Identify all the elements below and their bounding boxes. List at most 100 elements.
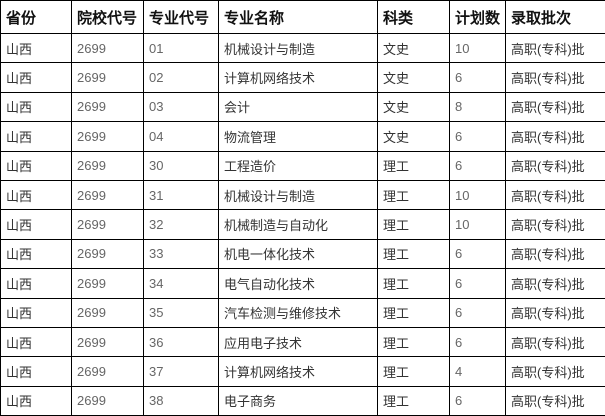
cell-plan-count: 8 [449, 91, 506, 123]
cell-major-code: 03 [143, 91, 219, 123]
cell-plan-count: 6 [449, 326, 506, 358]
cell-major-name: 机械制造与自动化 [218, 209, 378, 240]
cell-major-code: 01 [143, 32, 219, 64]
cell-major-code: 02 [143, 62, 219, 93]
cell-plan-count: 6 [449, 268, 506, 299]
cell-school-code: 2699 [71, 385, 144, 416]
cell-subject-category: 理工 [377, 179, 450, 211]
cell-subject-category: 理工 [377, 150, 450, 181]
cell-major-code: 38 [143, 385, 219, 416]
cell-subject-category: 文史 [377, 91, 450, 123]
cell-subject-category: 理工 [377, 209, 450, 240]
cell-admission-batch: 高职(专科)批 [505, 238, 605, 270]
cell-admission-batch: 高职(专科)批 [505, 209, 605, 240]
column-header-plan-count: 计划数 [449, 0, 506, 34]
cell-plan-count: 6 [449, 121, 506, 152]
cell-province: 山西 [0, 268, 72, 299]
cell-major-name: 机械设计与制造 [218, 32, 378, 64]
cell-major-code: 31 [143, 179, 219, 211]
cell-major-code: 30 [143, 150, 219, 181]
cell-school-code: 2699 [71, 32, 144, 64]
column-header-school-code: 院校代号 [71, 0, 144, 34]
cell-major-name: 电气自动化技术 [218, 268, 378, 299]
cell-province: 山西 [0, 32, 72, 64]
table-row: 山西 2699 31 机械设计与制造 理工 10 高职(专科)批 [0, 179, 605, 211]
cell-province: 山西 [0, 121, 72, 152]
cell-major-name: 汽车检测与维修技术 [218, 297, 378, 328]
cell-major-name: 会计 [218, 91, 378, 123]
cell-major-name: 计算机网络技术 [218, 356, 378, 387]
cell-province: 山西 [0, 385, 72, 416]
table-row: 山西 2699 37 计算机网络技术 理工 4 高职(专科)批 [0, 356, 605, 387]
cell-plan-count: 6 [449, 62, 506, 93]
cell-admission-batch: 高职(专科)批 [505, 356, 605, 387]
cell-major-name: 机械设计与制造 [218, 179, 378, 211]
cell-subject-category: 理工 [377, 385, 450, 416]
column-header-major-code: 专业代号 [143, 0, 219, 34]
cell-major-name: 机电一体化技术 [218, 238, 378, 270]
header-row: 省份 院校代号 专业代号 专业名称 科类 计划数 录取批次 [0, 0, 605, 34]
cell-major-name: 计算机网络技术 [218, 62, 378, 93]
table-row: 山西 2699 32 机械制造与自动化 理工 10 高职(专科)批 [0, 209, 605, 240]
table-row: 山西 2699 03 会计 文史 8 高职(专科)批 [0, 91, 605, 123]
column-header-admission-batch: 录取批次 [505, 0, 605, 34]
cell-plan-count: 10 [449, 209, 506, 240]
cell-school-code: 2699 [71, 150, 144, 181]
table-row: 山西 2699 33 机电一体化技术 理工 6 高职(专科)批 [0, 238, 605, 270]
cell-subject-category: 理工 [377, 297, 450, 328]
cell-plan-count: 6 [449, 385, 506, 416]
cell-major-code: 34 [143, 268, 219, 299]
cell-province: 山西 [0, 356, 72, 387]
table-row: 山西 2699 35 汽车检测与维修技术 理工 6 高职(专科)批 [0, 297, 605, 328]
cell-major-code: 04 [143, 121, 219, 152]
cell-school-code: 2699 [71, 268, 144, 299]
cell-province: 山西 [0, 150, 72, 181]
cell-subject-category: 文史 [377, 32, 450, 64]
cell-plan-count: 10 [449, 179, 506, 211]
cell-major-code: 36 [143, 326, 219, 358]
cell-major-code: 33 [143, 238, 219, 270]
column-header-major-name: 专业名称 [218, 0, 378, 34]
cell-major-name: 应用电子技术 [218, 326, 378, 358]
cell-subject-category: 理工 [377, 326, 450, 358]
cell-major-code: 37 [143, 356, 219, 387]
cell-admission-batch: 高职(专科)批 [505, 62, 605, 93]
table-row: 山西 2699 38 电子商务 理工 6 高职(专科)批 [0, 385, 605, 416]
cell-subject-category: 理工 [377, 268, 450, 299]
cell-school-code: 2699 [71, 179, 144, 211]
cell-plan-count: 10 [449, 32, 506, 64]
cell-admission-batch: 高职(专科)批 [505, 297, 605, 328]
column-header-subject-category: 科类 [377, 0, 450, 34]
cell-admission-batch: 高职(专科)批 [505, 326, 605, 358]
table-body: 山西 2699 01 机械设计与制造 文史 10 高职(专科)批 山西 2699 02 计算机网络技… [0, 32, 605, 416]
cell-school-code: 2699 [71, 297, 144, 328]
cell-school-code: 2699 [71, 91, 144, 123]
cell-subject-category: 理工 [377, 238, 450, 270]
table-row: 山西 2699 02 计算机网络技术 文史 6 高职(专科)批 [0, 62, 605, 93]
cell-major-code: 35 [143, 297, 219, 328]
cell-plan-count: 6 [449, 297, 506, 328]
cell-admission-batch: 高职(专科)批 [505, 32, 605, 64]
table-row: 山西 2699 04 物流管理 文史 6 高职(专科)批 [0, 121, 605, 152]
cell-subject-category: 理工 [377, 356, 450, 387]
column-header-province: 省份 [0, 0, 72, 34]
cell-admission-batch: 高职(专科)批 [505, 179, 605, 211]
cell-school-code: 2699 [71, 62, 144, 93]
cell-province: 山西 [0, 326, 72, 358]
cell-subject-category: 文史 [377, 121, 450, 152]
cell-school-code: 2699 [71, 209, 144, 240]
cell-plan-count: 6 [449, 150, 506, 181]
cell-province: 山西 [0, 209, 72, 240]
cell-admission-batch: 高职(专科)批 [505, 121, 605, 152]
cell-province: 山西 [0, 91, 72, 123]
cell-province: 山西 [0, 297, 72, 328]
table-row: 山西 2699 36 应用电子技术 理工 6 高职(专科)批 [0, 326, 605, 358]
cell-province: 山西 [0, 238, 72, 270]
cell-plan-count: 6 [449, 238, 506, 270]
cell-school-code: 2699 [71, 326, 144, 358]
cell-subject-category: 文史 [377, 62, 450, 93]
table-row: 山西 2699 34 电气自动化技术 理工 6 高职(专科)批 [0, 268, 605, 299]
cell-major-name: 电子商务 [218, 385, 378, 416]
